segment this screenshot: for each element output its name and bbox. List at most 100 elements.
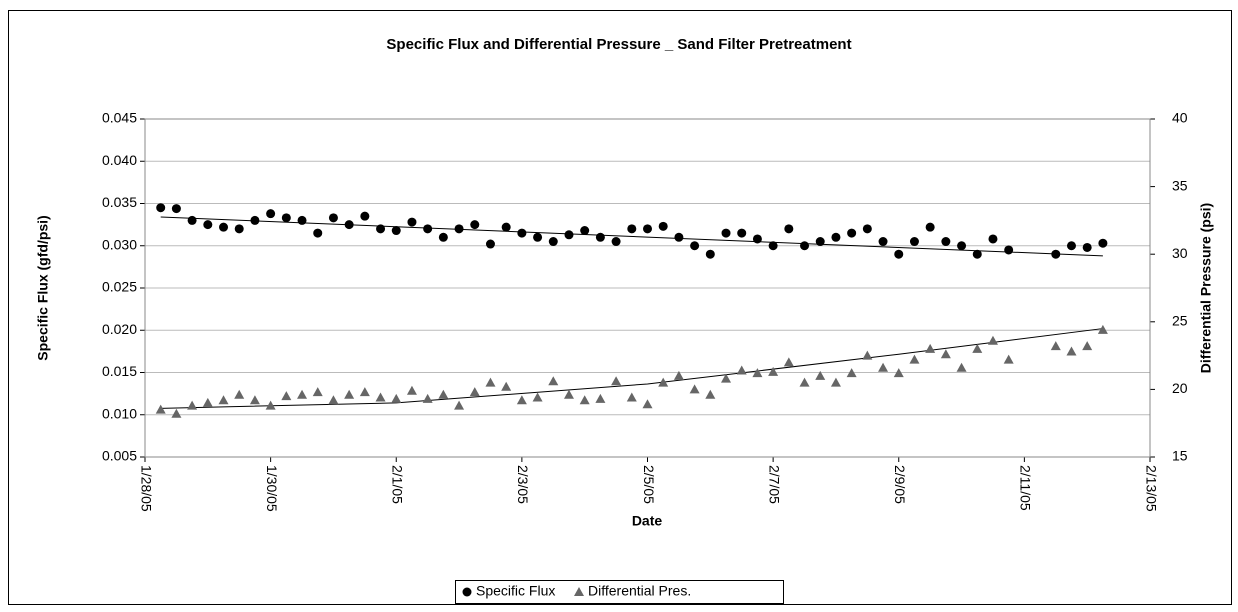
point bbox=[155, 404, 166, 414]
point bbox=[391, 226, 401, 236]
legend-symbol bbox=[574, 587, 584, 596]
legend-label: Specific Flux bbox=[476, 583, 555, 599]
point bbox=[328, 395, 339, 405]
point bbox=[203, 220, 213, 230]
point bbox=[249, 395, 260, 405]
point bbox=[485, 239, 495, 249]
point bbox=[281, 391, 292, 401]
y-tick-label: 0.030 bbox=[102, 236, 137, 252]
point bbox=[1051, 249, 1061, 259]
point bbox=[580, 226, 590, 236]
point bbox=[611, 376, 622, 386]
point bbox=[1004, 245, 1014, 255]
point bbox=[1082, 242, 1092, 252]
point bbox=[470, 220, 480, 230]
point bbox=[642, 399, 653, 409]
point bbox=[705, 249, 715, 259]
point bbox=[893, 368, 904, 378]
x-tick-label: 2/9/05 bbox=[892, 465, 908, 504]
point bbox=[988, 234, 998, 244]
y2-tick-label: 25 bbox=[1172, 313, 1188, 329]
y-tick-label: 0.025 bbox=[102, 279, 137, 295]
point bbox=[187, 215, 197, 225]
point bbox=[1082, 341, 1093, 351]
point bbox=[1066, 346, 1077, 356]
point bbox=[987, 335, 998, 345]
x-tick-label: 2/1/05 bbox=[390, 465, 406, 504]
point bbox=[360, 211, 370, 221]
point bbox=[956, 362, 967, 372]
point bbox=[219, 222, 229, 232]
point bbox=[862, 224, 872, 234]
x-tick-label: 2/7/05 bbox=[766, 465, 782, 504]
point bbox=[312, 387, 323, 397]
point bbox=[376, 224, 386, 234]
point bbox=[957, 241, 967, 251]
point bbox=[485, 377, 496, 387]
y2-axis-title: Differential Pressure (psi) bbox=[1198, 203, 1214, 373]
point bbox=[469, 387, 480, 397]
point bbox=[516, 395, 527, 405]
point bbox=[721, 373, 732, 383]
point bbox=[344, 389, 355, 399]
point bbox=[563, 389, 574, 399]
point bbox=[171, 204, 181, 214]
point bbox=[1003, 354, 1014, 364]
point bbox=[202, 397, 213, 407]
point bbox=[940, 349, 951, 359]
point bbox=[391, 393, 402, 403]
point bbox=[658, 377, 669, 387]
point bbox=[611, 237, 621, 247]
point bbox=[878, 362, 889, 372]
point bbox=[925, 222, 935, 232]
point bbox=[830, 377, 841, 387]
point bbox=[265, 400, 276, 410]
legend-box bbox=[455, 580, 784, 604]
point bbox=[595, 232, 605, 242]
point bbox=[156, 203, 166, 213]
point bbox=[941, 237, 951, 247]
point bbox=[783, 357, 794, 367]
point bbox=[579, 395, 590, 405]
y-tick-label: 0.040 bbox=[102, 152, 137, 168]
point bbox=[297, 389, 308, 399]
point bbox=[422, 393, 433, 403]
x-tick-label: 2/5/05 bbox=[641, 465, 657, 504]
point bbox=[218, 395, 229, 405]
point bbox=[266, 209, 276, 219]
point bbox=[548, 237, 558, 247]
y-tick-label: 0.020 bbox=[102, 321, 137, 337]
point bbox=[454, 224, 464, 234]
point bbox=[894, 249, 904, 259]
point bbox=[768, 366, 779, 376]
y2-tick-label: 15 bbox=[1172, 448, 1188, 464]
y2-tick-label: 30 bbox=[1172, 245, 1188, 261]
point bbox=[815, 237, 825, 247]
point bbox=[517, 228, 527, 238]
point bbox=[737, 228, 747, 238]
x-tick-label: 1/28/05 bbox=[138, 465, 154, 512]
point bbox=[752, 234, 762, 244]
y2-tick-label: 20 bbox=[1172, 380, 1188, 396]
point bbox=[438, 232, 448, 242]
point bbox=[234, 224, 244, 234]
point bbox=[627, 224, 637, 234]
y-tick-label: 0.010 bbox=[102, 405, 137, 421]
point bbox=[847, 228, 857, 238]
point bbox=[643, 224, 652, 234]
point bbox=[1097, 324, 1108, 334]
point bbox=[454, 400, 465, 410]
point bbox=[548, 376, 559, 386]
point bbox=[690, 241, 700, 251]
point bbox=[736, 365, 747, 375]
y-axis-title: Specific Flux (gfd/psi) bbox=[35, 215, 51, 360]
x-tick-label: 2/3/05 bbox=[515, 465, 531, 504]
point bbox=[438, 389, 449, 399]
point bbox=[909, 237, 919, 247]
point bbox=[328, 213, 338, 223]
y-tick-label: 0.015 bbox=[102, 363, 137, 379]
point bbox=[532, 392, 543, 402]
point bbox=[799, 377, 810, 387]
